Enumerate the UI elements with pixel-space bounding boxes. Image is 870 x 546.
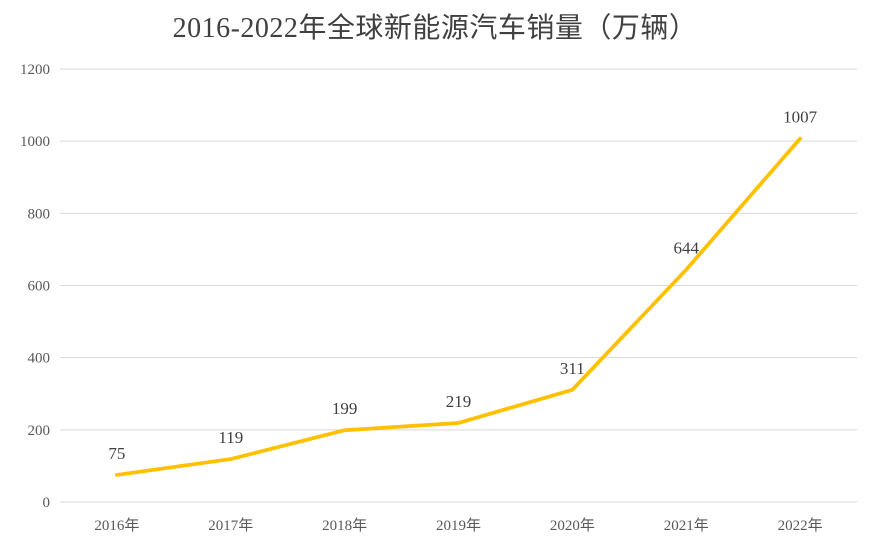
- x-axis-tick-label: 2021年: [664, 517, 709, 534]
- x-axis-tick-label: 2017年: [208, 517, 253, 534]
- x-axis-tick-label: 2019年: [436, 517, 481, 534]
- y-axis-tick-label: 0: [43, 495, 51, 511]
- y-axis-tick-label: 1000: [20, 134, 50, 150]
- data-label: 311: [560, 359, 585, 378]
- x-axis-tick-label: 2018年: [322, 517, 367, 534]
- x-axis-tick-label: 2016年: [94, 517, 139, 534]
- y-axis-tick-label: 800: [28, 206, 51, 222]
- data-label: 1007: [783, 108, 818, 127]
- data-label: 75: [108, 444, 125, 463]
- data-label: 199: [332, 399, 358, 418]
- data-label: 119: [218, 428, 243, 447]
- y-axis-tick-label: 600: [28, 279, 51, 295]
- sales-line-series: [115, 136, 802, 477]
- y-axis-tick-label: 400: [28, 351, 51, 367]
- y-axis-tick-label: 1200: [20, 62, 50, 78]
- chart-title: 2016-2022年全球新能源汽车销量（万辆）: [172, 13, 698, 44]
- data-label: 219: [446, 392, 472, 411]
- data-label: 644: [673, 239, 699, 258]
- x-axis-tick-label: 2022年: [778, 517, 823, 534]
- x-axis-tick-label: 2020年: [550, 517, 595, 534]
- y-axis-tick-label: 200: [28, 423, 51, 439]
